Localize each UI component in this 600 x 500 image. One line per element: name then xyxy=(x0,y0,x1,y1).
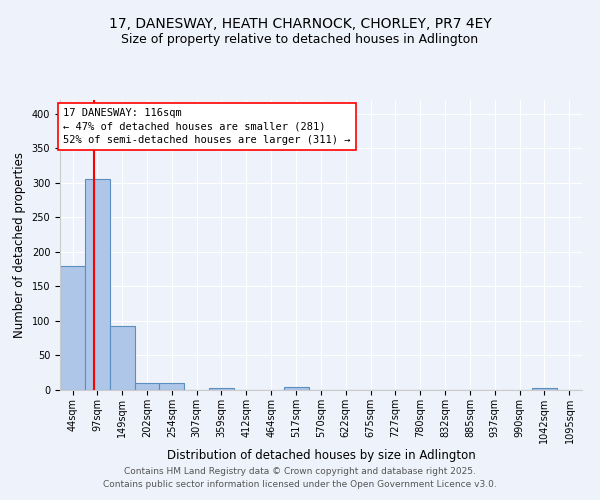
Text: Size of property relative to detached houses in Adlington: Size of property relative to detached ho… xyxy=(121,32,479,46)
Bar xyxy=(60,266,85,390)
Bar xyxy=(110,326,135,390)
Text: 17 DANESWAY: 116sqm
← 47% of detached houses are smaller (281)
52% of semi-detac: 17 DANESWAY: 116sqm ← 47% of detached ho… xyxy=(63,108,350,144)
Bar xyxy=(85,180,110,390)
Y-axis label: Number of detached properties: Number of detached properties xyxy=(13,152,26,338)
Text: 17, DANESWAY, HEATH CHARNOCK, CHORLEY, PR7 4EY: 17, DANESWAY, HEATH CHARNOCK, CHORLEY, P… xyxy=(109,18,491,32)
Bar xyxy=(532,388,557,390)
Text: Contains public sector information licensed under the Open Government Licence v3: Contains public sector information licen… xyxy=(103,480,497,489)
Bar xyxy=(284,387,309,390)
Bar xyxy=(135,383,159,390)
Bar xyxy=(209,388,234,390)
X-axis label: Distribution of detached houses by size in Adlington: Distribution of detached houses by size … xyxy=(167,448,475,462)
Text: Contains HM Land Registry data © Crown copyright and database right 2025.: Contains HM Land Registry data © Crown c… xyxy=(124,467,476,476)
Bar xyxy=(159,383,184,390)
